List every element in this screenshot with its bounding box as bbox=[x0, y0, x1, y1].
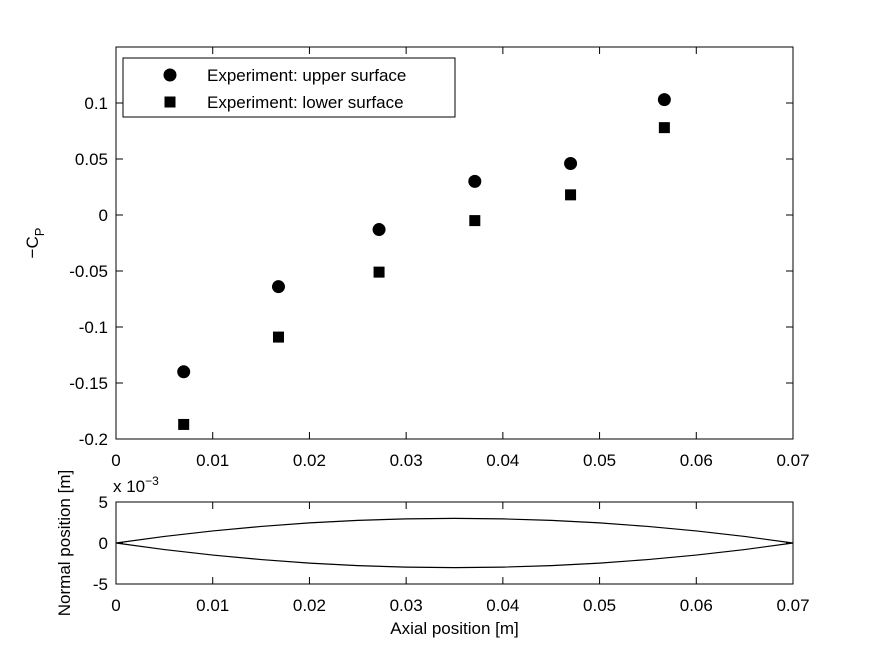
y-axis-label: −CP bbox=[23, 228, 47, 259]
x-tick-label: 0.07 bbox=[776, 451, 809, 470]
x-tick-label: 0.04 bbox=[486, 451, 519, 470]
y-tick-label: 0.05 bbox=[75, 150, 108, 169]
x-tick-label: 0.01 bbox=[196, 451, 229, 470]
x-tick-label: 0.03 bbox=[390, 451, 423, 470]
x-tick-label: 0.06 bbox=[680, 596, 713, 615]
y-tick-label: 0 bbox=[99, 534, 108, 553]
line bbox=[115, 542, 794, 569]
legend-box bbox=[122, 57, 456, 118]
x-tick-label: 0.03 bbox=[390, 596, 423, 615]
x-tick-label: 0.02 bbox=[293, 596, 326, 615]
marker bbox=[373, 266, 385, 278]
y-multiplier: x 10−3 bbox=[113, 474, 159, 496]
x-tick-label: 0.02 bbox=[293, 451, 326, 470]
y-tick-label: 0 bbox=[99, 206, 108, 225]
marker bbox=[372, 223, 386, 237]
marker bbox=[469, 215, 481, 227]
plot-area bbox=[115, 501, 794, 585]
x-tick-label: 0.05 bbox=[583, 596, 616, 615]
marker bbox=[564, 156, 578, 170]
y-axis-label: Normal position [m] bbox=[55, 470, 74, 616]
x-tick-label: 0.07 bbox=[776, 596, 809, 615]
y-tick-label: -0.15 bbox=[69, 374, 108, 393]
marker bbox=[177, 365, 191, 379]
marker bbox=[272, 331, 284, 343]
x-tick-label: 0.06 bbox=[680, 451, 713, 470]
y-multiplier-base: x 10 bbox=[113, 477, 145, 496]
marker bbox=[658, 122, 670, 134]
y-tick-label: -5 bbox=[93, 575, 108, 594]
x-tick-label: 0.01 bbox=[196, 596, 229, 615]
y-tick-label: -0.05 bbox=[69, 262, 108, 281]
x-tick-label: 0 bbox=[111, 596, 120, 615]
y-tick-label: -0.1 bbox=[79, 318, 108, 337]
y-tick-label: 5 bbox=[99, 493, 108, 512]
marker bbox=[468, 174, 482, 188]
x-axis-label: Axial position [m] bbox=[390, 619, 519, 638]
x-tick-label: 0 bbox=[111, 451, 120, 470]
y-axis-label-sub: P bbox=[32, 228, 47, 237]
x-tick-label: 0.04 bbox=[486, 596, 519, 615]
line bbox=[115, 517, 794, 544]
legend-marker bbox=[164, 96, 176, 108]
y-multiplier-exponent: −3 bbox=[145, 474, 159, 488]
marker bbox=[178, 418, 190, 430]
y-tick-label: -0.2 bbox=[79, 430, 108, 449]
marker bbox=[271, 280, 285, 294]
legend-marker bbox=[163, 68, 177, 82]
y-axis-label-main: −C bbox=[23, 236, 42, 258]
marker bbox=[565, 189, 577, 201]
legend-label: Experiment: upper surface bbox=[207, 66, 406, 85]
marker bbox=[657, 93, 671, 107]
y-tick-label: 0.1 bbox=[84, 94, 108, 113]
x-tick-label: 0.05 bbox=[583, 451, 616, 470]
legend-label: Experiment: lower surface bbox=[207, 93, 404, 112]
